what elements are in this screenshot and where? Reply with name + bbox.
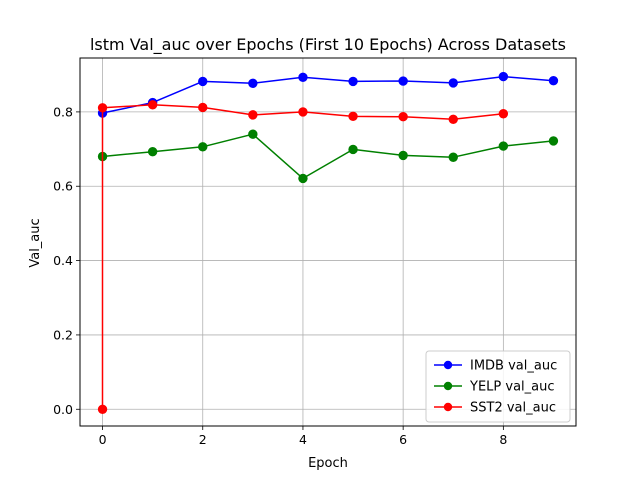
data-point [147,146,158,157]
data-point [248,129,258,139]
data-point [97,404,108,414]
data-point [198,142,208,152]
y-tick-label: 0.0 [53,402,73,417]
data-point [198,102,208,113]
y-tick-label: 0.6 [53,179,73,194]
data-point [147,100,158,110]
data-point [298,173,308,184]
data-point [498,109,509,119]
ticks-layer: 0 2 4 6 8 0.0 0.2 0.4 0.6 0.8 [53,104,507,447]
chart-title: lstm Val_auc over Epochs (First 10 Epoch… [90,35,566,55]
plot-frame [79,57,577,427]
data-point [348,76,358,87]
legend: IMDB val_auc YELP val_auc SST2 val_auc [425,350,571,423]
x-axis-label: Epoch [308,456,348,471]
data-point [398,150,408,161]
x-tick-label: 8 [499,432,507,447]
legend-label: YELP val_auc [469,380,555,395]
data-point [348,144,358,155]
x-tick-label: 6 [399,432,407,447]
data-point [448,152,458,162]
legend-marker [443,360,453,370]
y-tick-label: 0.2 [53,327,73,342]
data-point [298,72,308,83]
legend-marker [443,381,453,391]
legend-label: IMDB val_auc [470,359,557,374]
x-tick-label: 2 [199,432,207,447]
series-layer [97,71,559,414]
data-point [198,76,208,87]
data-point [248,110,258,120]
data-point [348,111,358,122]
series-3 [97,100,509,414]
series-line [101,104,504,410]
data-point [498,141,509,151]
data-point [398,76,408,86]
data-point [548,75,559,86]
x-tick-label: 0 [99,432,107,447]
legend-marker [443,402,453,412]
series-line [102,133,554,180]
y-tick-label: 0.4 [53,253,73,268]
series-1 [97,71,559,118]
data-point [97,103,108,113]
y-tick-label: 0.8 [53,104,73,119]
grid-layer [80,58,576,426]
y-axis-label: Val_auc [28,218,43,267]
data-point [448,114,458,125]
legend-box [425,350,571,423]
data-point [548,136,559,146]
series-line [102,75,554,114]
data-point [498,71,509,82]
data-point [248,78,258,88]
data-point [448,78,458,88]
data-point [298,107,308,117]
series-2 [97,129,559,184]
data-point [398,112,408,122]
legend-label: SST2 val_auc [470,401,556,416]
x-tick-label: 4 [299,432,307,447]
